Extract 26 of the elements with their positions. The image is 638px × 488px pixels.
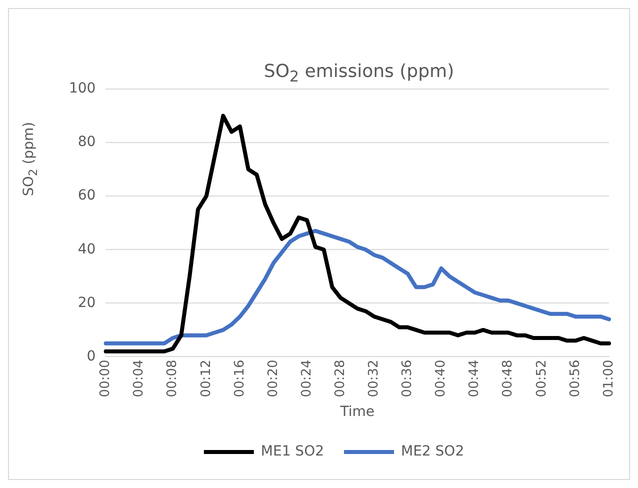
x-tick-label: 01:00 <box>601 360 616 398</box>
y-tick-label: 60 <box>78 188 96 204</box>
x-tick-label: 00:48 <box>500 360 516 398</box>
x-tick-label: 00:52 <box>534 360 550 398</box>
legend-label: ME2 SO2 <box>401 444 464 460</box>
y-tick-label: 80 <box>78 134 96 150</box>
x-tick-label: 00:16 <box>232 360 248 398</box>
x-tick-label: 00:40 <box>434 360 449 398</box>
x-tick-label: 00:56 <box>568 360 583 398</box>
y-tick-label: 100 <box>68 80 96 97</box>
x-tick-label: 00:00 <box>98 360 114 398</box>
x-tick-label: 00:28 <box>332 360 348 398</box>
y-tick-label: 40 <box>78 241 96 258</box>
x-tick-label: 00:24 <box>299 360 314 398</box>
x-axis-title: Time <box>339 404 374 420</box>
x-tick-label: 00:32 <box>366 360 382 398</box>
x-tick-label: 00:04 <box>132 360 147 398</box>
x-tick-label: 00:20 <box>266 360 281 398</box>
x-tick-label: 00:12 <box>198 360 214 398</box>
x-tick-label: 00:36 <box>400 360 416 398</box>
y-tick-label: 0 <box>86 348 96 364</box>
x-tick-label: 00:44 <box>467 360 482 398</box>
chart-title: SO$_{2}$ emissions (ppm) <box>264 61 454 86</box>
x-tick-label: 00:08 <box>165 360 180 398</box>
legend-label: ME1 SO2 <box>260 444 324 460</box>
y-tick-label: 20 <box>78 294 96 311</box>
